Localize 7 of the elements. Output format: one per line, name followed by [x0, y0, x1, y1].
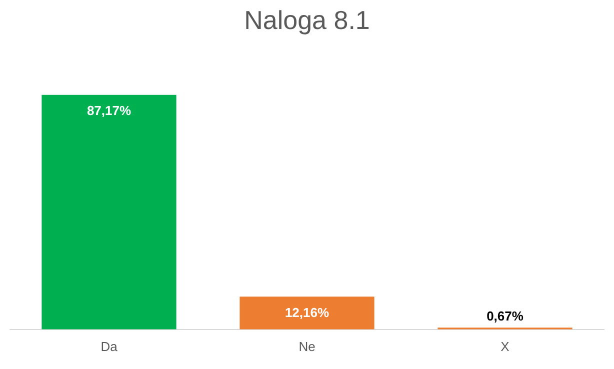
- x-tick-label: Ne: [298, 338, 316, 354]
- x-tick-label: Da: [100, 338, 118, 354]
- data-label: 12,16%: [284, 304, 330, 320]
- data-label: 87,17%: [86, 102, 132, 118]
- data-label: 0,67%: [486, 308, 524, 324]
- x-tick-label: X: [500, 338, 510, 354]
- chart-title: Naloga 8.1: [244, 4, 370, 35]
